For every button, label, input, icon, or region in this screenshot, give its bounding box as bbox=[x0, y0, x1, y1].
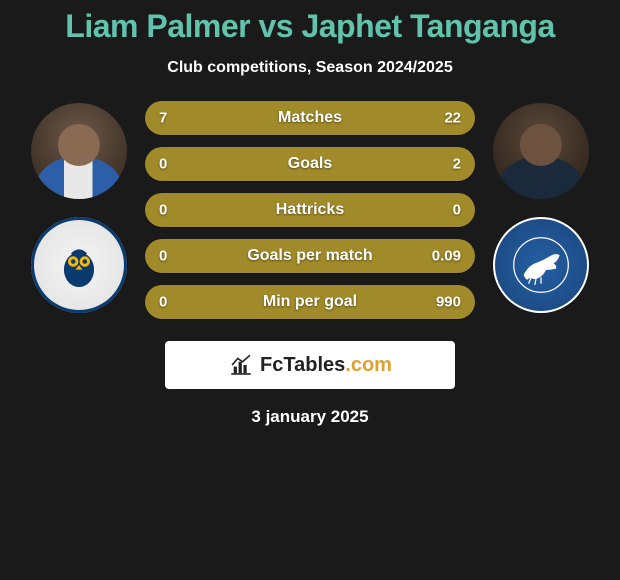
comparison-card: Liam Palmer vs Japhet Tanganga Club comp… bbox=[0, 0, 620, 427]
stat-row: 0 Hattricks 0 bbox=[145, 193, 475, 227]
player-avatar-left bbox=[31, 103, 127, 199]
lion-icon bbox=[510, 234, 572, 296]
club-crest-right bbox=[493, 217, 589, 313]
stat-value-left: 0 bbox=[159, 156, 167, 173]
stat-label: Matches bbox=[278, 109, 342, 127]
avatar-torso bbox=[498, 156, 584, 199]
stat-row: 0 Goals per match 0.09 bbox=[145, 239, 475, 273]
brand-suffix: .com bbox=[345, 354, 392, 376]
stat-label: Hattricks bbox=[276, 201, 344, 219]
stat-row: 0 Goals 2 bbox=[145, 147, 475, 181]
stats-list: 7 Matches 22 0 Goals 2 0 Hattricks 0 0 G… bbox=[145, 101, 475, 319]
brand-name: FcTables bbox=[260, 354, 345, 376]
stat-value-left: 0 bbox=[159, 202, 167, 219]
stat-row: 7 Matches 22 bbox=[145, 101, 475, 135]
stat-value-left: 0 bbox=[159, 294, 167, 311]
stat-value-right: 2 bbox=[453, 156, 461, 173]
stat-value-left: 7 bbox=[159, 110, 167, 127]
stat-label: Goals bbox=[288, 155, 332, 173]
stat-value-right: 0 bbox=[453, 202, 461, 219]
subtitle: Club competitions, Season 2024/2025 bbox=[0, 59, 620, 77]
stat-value-right: 0.09 bbox=[432, 248, 461, 265]
chart-icon bbox=[228, 352, 254, 378]
brand-text: FcTables.com bbox=[260, 354, 392, 377]
stat-label: Goals per match bbox=[247, 247, 372, 265]
club-crest-left bbox=[31, 217, 127, 313]
stat-label: Min per goal bbox=[263, 293, 357, 311]
date-label: 3 january 2025 bbox=[0, 407, 620, 427]
owl-icon bbox=[50, 236, 108, 294]
brand-badge: FcTables.com bbox=[165, 341, 455, 389]
comparison-body: 7 Matches 22 0 Goals 2 0 Hattricks 0 0 G… bbox=[0, 101, 620, 319]
stat-row: 0 Min per goal 990 bbox=[145, 285, 475, 319]
player-avatar-right bbox=[493, 103, 589, 199]
page-title: Liam Palmer vs Japhet Tanganga bbox=[0, 8, 620, 45]
avatar-torso bbox=[36, 156, 122, 199]
stat-value-right: 990 bbox=[436, 294, 461, 311]
left-column bbox=[31, 101, 127, 313]
right-column bbox=[493, 101, 589, 313]
stat-value-right: 22 bbox=[444, 110, 461, 127]
stat-value-left: 0 bbox=[159, 248, 167, 265]
